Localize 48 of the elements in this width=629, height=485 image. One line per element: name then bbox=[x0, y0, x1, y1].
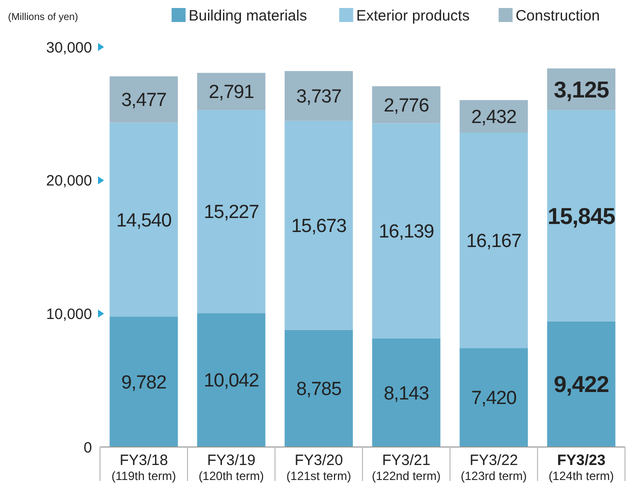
x-tick-label: FY3/19 (120th term) bbox=[198, 452, 264, 483]
y-tick-label: 0 bbox=[84, 439, 92, 456]
bar bbox=[547, 110, 616, 322]
y-tick-label: 20,000 bbox=[46, 172, 92, 190]
y-tick-label: 30,000 bbox=[46, 39, 92, 56]
bar bbox=[197, 110, 266, 314]
bar bbox=[197, 313, 266, 447]
data-label: 8,785 bbox=[296, 379, 342, 400]
data-label: 15,673 bbox=[291, 216, 346, 238]
bar bbox=[460, 348, 528, 447]
data-label: 2,432 bbox=[471, 106, 516, 128]
x-tick-label: FY3/20 (121st term) bbox=[286, 452, 352, 483]
bar bbox=[460, 132, 528, 348]
legend-label: Exterior products bbox=[356, 7, 470, 24]
data-label: 10,042 bbox=[204, 370, 259, 392]
bar bbox=[547, 321, 616, 447]
data-label: 16,167 bbox=[466, 230, 522, 252]
bar bbox=[197, 72, 266, 110]
data-label: 3,125 bbox=[554, 76, 610, 102]
x-tick-label: FY3/23 (124th term) bbox=[548, 452, 614, 483]
data-label: 2,776 bbox=[384, 95, 429, 116]
legend-label: Building materials bbox=[188, 7, 307, 24]
data-label: 2,791 bbox=[208, 82, 254, 104]
data-label: 15,227 bbox=[204, 202, 259, 224]
data-label: 3,477 bbox=[121, 90, 166, 112]
data-label: 8,143 bbox=[384, 383, 429, 404]
bar bbox=[372, 86, 440, 124]
bar bbox=[284, 120, 353, 330]
data-label: 9,782 bbox=[121, 372, 166, 394]
bar bbox=[372, 338, 440, 447]
bar bbox=[110, 76, 178, 123]
bar bbox=[372, 123, 440, 338]
x-tick-label: FY3/18 (119th term) bbox=[112, 452, 176, 483]
bar bbox=[110, 316, 178, 447]
y-axis-title: (Millions of yen) bbox=[8, 12, 78, 23]
data-label: 9,422 bbox=[554, 371, 609, 398]
bar bbox=[284, 330, 353, 447]
bar bbox=[110, 122, 178, 317]
data-label: 7,420 bbox=[471, 388, 516, 410]
y-tick-label: 10,000 bbox=[46, 306, 92, 323]
data-label: 14,540 bbox=[116, 210, 172, 232]
data-label: 15,845 bbox=[548, 202, 616, 229]
data-label: 3,737 bbox=[296, 86, 342, 108]
x-tick-label: FY3/22 (123rd term) bbox=[460, 452, 527, 483]
bar bbox=[284, 71, 353, 121]
legend-label: Construction bbox=[516, 7, 600, 24]
data-label: 16,139 bbox=[378, 221, 434, 242]
x-tick-label: FY3/21 (122nd term) bbox=[372, 452, 441, 483]
